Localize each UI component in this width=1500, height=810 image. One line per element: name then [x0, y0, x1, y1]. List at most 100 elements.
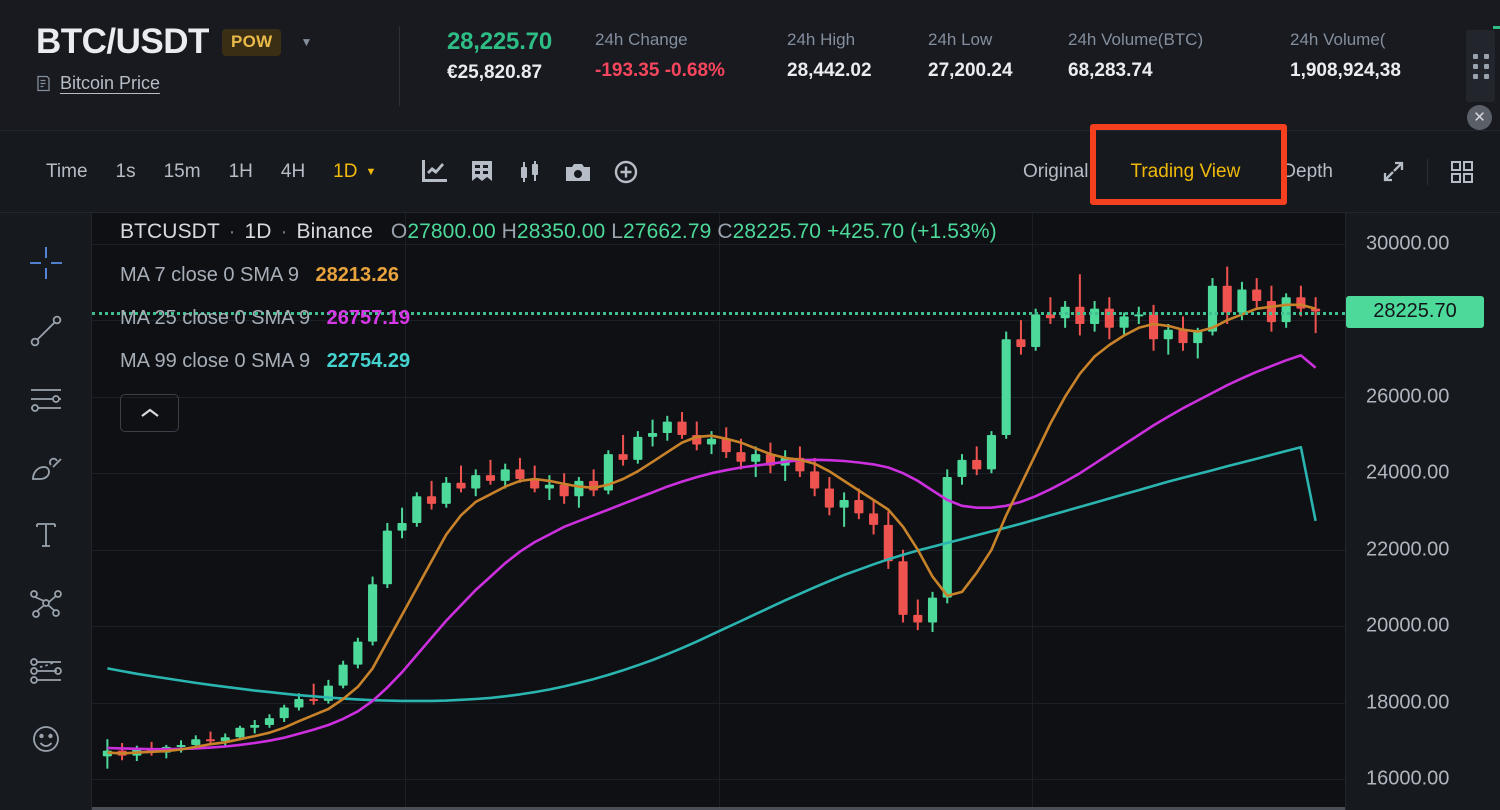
- pattern-icon[interactable]: [18, 569, 74, 637]
- legend-c-value: 28225.70: [732, 220, 822, 243]
- last-price: 28,225.70: [447, 28, 552, 55]
- legend-h-value: 28350.00: [516, 220, 606, 243]
- timeframe-1s[interactable]: 1s: [115, 161, 136, 182]
- line-chart-icon[interactable]: [410, 151, 458, 193]
- tab-trading-view[interactable]: Trading View: [1130, 160, 1241, 182]
- crosshair-icon[interactable]: [18, 229, 74, 297]
- view-switcher: Original Trading View Depth ✕: [1005, 104, 1500, 205]
- toolbar-separator: [1427, 158, 1428, 185]
- header-divider: [399, 26, 400, 106]
- timeframe-group: Time 1s 15m 1H 4H 1D ▼: [0, 162, 382, 181]
- stat-label: 24h Change: [595, 30, 688, 49]
- stat-24h-change: 24h Change -193.35 -0.68%: [595, 28, 787, 82]
- ohlc-legend: BTCUSDT · 1D · Binance O27800.00 H28350.…: [120, 220, 997, 243]
- expand-arrows-icon[interactable]: [1369, 151, 1417, 193]
- price-tick: 20000.00: [1366, 614, 1450, 637]
- green-indicator: [1493, 26, 1500, 29]
- gridline-vertical: [1031, 213, 1033, 810]
- legend-change: +425.70: [826, 220, 905, 243]
- stat-label: 24h High: [787, 30, 856, 49]
- tab-depth[interactable]: Depth: [1282, 160, 1333, 182]
- symbol-block: BTC/USDT POW ▼ Bitcoin Price: [0, 0, 400, 94]
- legend-c-label: C: [717, 220, 733, 243]
- drag-dots-icon[interactable]: [1466, 30, 1495, 102]
- current-price-badge: 28225.70: [1346, 295, 1484, 328]
- horizontal-lines-icon[interactable]: [18, 365, 74, 433]
- ma-label: MA 7 close 0 SMA 9: [120, 264, 299, 286]
- price-tick: 24000.00: [1366, 461, 1450, 484]
- ma-value: 28213.26: [315, 264, 399, 286]
- gridline-vertical: [718, 213, 720, 810]
- close-icon[interactable]: ✕: [1467, 104, 1492, 130]
- market-stats: 28,225.70 €25,820.87 24h Change -193.35 …: [400, 0, 1500, 84]
- bitcoin-price-link[interactable]: Bitcoin Price: [60, 73, 161, 93]
- book-icon: [36, 75, 51, 92]
- plus-circle-icon[interactable]: [602, 151, 650, 193]
- stat-value: 27,200.24: [928, 59, 1013, 81]
- timeframe-1h[interactable]: 1H: [228, 161, 253, 182]
- camera-icon[interactable]: [554, 151, 602, 193]
- stat-24h-volume-quote: 24h Volume( 1,908,924,38: [1290, 28, 1490, 82]
- last-price-stat: 28,225.70 €25,820.87: [400, 28, 595, 84]
- current-price-line: [92, 311, 1345, 315]
- stat-label: 24h Volume(: [1290, 30, 1386, 49]
- pow-badge: POW: [221, 28, 282, 56]
- ma-legend-99[interactable]: MA 99 close 0 SMA 9 22754.29: [120, 350, 997, 373]
- legend-l-value: 27662.79: [623, 220, 712, 243]
- chevron-down-icon[interactable]: ▼: [365, 165, 377, 178]
- collapse-legend-button[interactable]: [120, 394, 179, 432]
- toolbar-icons: [410, 151, 650, 193]
- symbol-name[interactable]: BTC/USDT: [36, 22, 209, 61]
- tab-original[interactable]: Original: [1022, 160, 1089, 182]
- legend-o-value: 27800.00: [407, 220, 496, 243]
- stat-24h-low: 24h Low 27,200.24: [928, 28, 1068, 82]
- grid-layout-icon[interactable]: [1438, 151, 1486, 193]
- ma-label: MA 99 close 0 SMA 9: [120, 350, 311, 372]
- ma-legend-7[interactable]: MA 7 close 0 SMA 9 28213.26: [120, 264, 997, 287]
- legend-exchange: Binance: [296, 220, 374, 243]
- market-header: BTC/USDT POW ▼ Bitcoin Price 28,225.70 €…: [0, 0, 1500, 131]
- brush-icon[interactable]: [18, 433, 74, 501]
- measure-icon[interactable]: [18, 637, 74, 705]
- price-tick: 30000.00: [1366, 232, 1450, 255]
- stat-value: -193.35 -0.68%: [595, 59, 725, 81]
- ma-legend-25[interactable]: MA 25 close 0 SMA 9 26757.19: [120, 307, 997, 330]
- candlestick-chart[interactable]: BTCUSDT · 1D · Binance O27800.00 H28350.…: [92, 213, 1345, 810]
- ma-value: 26757.19: [326, 307, 411, 329]
- chart-legend: BTCUSDT · 1D · Binance O27800.00 H28350.…: [120, 220, 997, 432]
- timeframe-time[interactable]: Time: [46, 161, 88, 182]
- legend-o-label: O: [390, 220, 408, 243]
- chevron-down-icon[interactable]: ▼: [300, 35, 313, 49]
- timeframe-15m[interactable]: 15m: [163, 161, 201, 182]
- price-axis[interactable]: 30000.00 26000.00 24000.00 22000.00 20000.00…: [1345, 213, 1500, 810]
- stat-value: 1,908,924,38: [1290, 59, 1401, 81]
- price-tick: 16000.00: [1366, 767, 1450, 790]
- ma-value: 22754.29: [326, 350, 411, 372]
- legend-symbol: BTCUSDT: [120, 220, 220, 243]
- stat-label: 24h Volume(BTC): [1068, 30, 1204, 49]
- emoji-icon[interactable]: [18, 705, 74, 773]
- chart-toolbar: Time 1s 15m 1H 4H 1D ▼: [0, 104, 1500, 213]
- chart-canvas: [102, 266, 1321, 769]
- timeframe-4h[interactable]: 4H: [280, 161, 306, 182]
- stat-value: 68,283.74: [1068, 59, 1153, 81]
- stat-label: 24h Low: [928, 30, 993, 49]
- legend-l-label: L: [611, 220, 624, 243]
- candlestick-settings-icon[interactable]: [506, 151, 554, 193]
- price-tick: 26000.00: [1366, 385, 1450, 408]
- legend-change-pct: (+1.53%): [910, 220, 997, 243]
- timeframe-1d[interactable]: 1D: [333, 161, 358, 182]
- stat-value: 28,442.02: [787, 59, 872, 81]
- gridline-vertical: [405, 213, 407, 810]
- legend-interval: 1D: [244, 220, 272, 243]
- indicators-icon[interactable]: [458, 151, 506, 193]
- text-icon[interactable]: [18, 501, 74, 569]
- drawing-toolbar: [0, 213, 92, 810]
- legend-h-label: H: [501, 220, 517, 243]
- horizontal-scrollbar[interactable]: [92, 807, 1345, 810]
- trend-line-icon[interactable]: [18, 297, 74, 365]
- stat-24h-volume-btc: 24h Volume(BTC) 68,283.74: [1068, 28, 1290, 82]
- price-tick: 22000.00: [1366, 538, 1450, 561]
- last-price-fiat: €25,820.87: [447, 62, 543, 83]
